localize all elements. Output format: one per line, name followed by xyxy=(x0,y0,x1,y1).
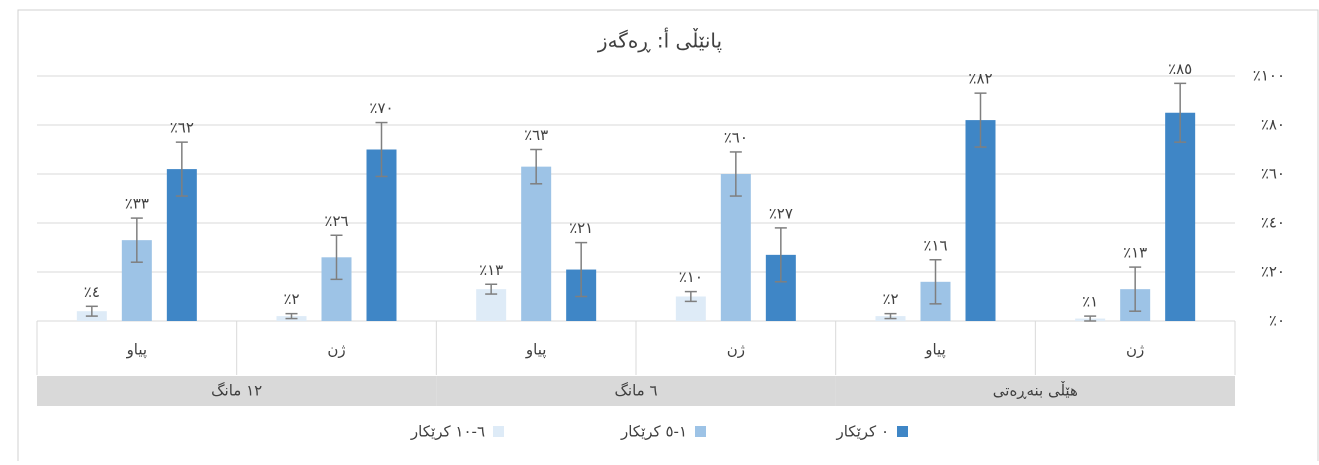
y-tick-label: ٪٨٠ xyxy=(1261,116,1285,134)
x-tick-label: پیاو xyxy=(126,341,148,360)
x-tick-label: ژن xyxy=(327,341,345,359)
group-band xyxy=(436,376,836,406)
y-tick-label: ٪١٠٠ xyxy=(1253,67,1285,85)
group-label: هێڵی بنەڕەتی xyxy=(993,381,1078,400)
x-tick-label: ژن xyxy=(1126,341,1144,359)
group-label: ٦ مانگ xyxy=(614,382,657,400)
legend-label: ٦-١٠ کرێکار xyxy=(410,423,485,441)
data-label: ٪١٣ xyxy=(479,261,503,279)
y-tick-label: ٪٦٠ xyxy=(1261,165,1285,183)
bar xyxy=(1165,112,1196,321)
group-label: ١٢ مانگ xyxy=(211,382,262,400)
x-tick-label: ژن xyxy=(727,341,745,359)
group-band xyxy=(835,376,1235,406)
data-label: ٪٤ xyxy=(84,283,100,301)
data-label: ٪٦٣ xyxy=(524,126,548,144)
data-label: ٪٦٢ xyxy=(170,119,194,137)
data-label: ٪١٠ xyxy=(679,268,703,286)
data-label: ٪٢٧ xyxy=(769,204,793,222)
bar xyxy=(521,166,552,321)
data-label: ٪١٦ xyxy=(923,236,947,254)
data-label: ٪٢ xyxy=(882,290,898,308)
group-band xyxy=(37,376,437,406)
y-tick-label: ٪٢٠ xyxy=(1261,263,1285,281)
data-label: ٪٦٠ xyxy=(724,128,748,146)
legend-label: ١-٥ کرێکار xyxy=(620,423,687,441)
bar xyxy=(366,149,397,321)
chart-title: پانێڵی أ: ڕەگەز xyxy=(597,28,722,54)
legend-swatch xyxy=(897,426,908,437)
x-tick-label: پیاو xyxy=(924,341,946,360)
legend-swatch xyxy=(493,426,504,437)
data-label: ٪٨٢ xyxy=(968,70,992,88)
data-label: ٪٢١ xyxy=(569,219,593,237)
legend-swatch xyxy=(695,426,706,437)
y-tick-label: ٪٤٠ xyxy=(1261,214,1285,232)
data-label: ٪٧٠ xyxy=(369,99,393,117)
data-label: ٪١ xyxy=(1082,293,1098,311)
y-tick-label: ٪٠ xyxy=(1269,312,1285,330)
data-label: ٪٢ xyxy=(283,290,299,308)
data-label: ٪٣٣ xyxy=(125,195,149,213)
x-tick-label: پیاو xyxy=(525,341,547,360)
data-label: ٪١٣ xyxy=(1123,244,1147,262)
data-label: ٪٨٥ xyxy=(1168,60,1192,78)
legend-label: ٠ کرێکار xyxy=(835,423,889,441)
bar xyxy=(965,120,996,321)
bar xyxy=(720,174,751,321)
data-label: ٪٢٦ xyxy=(324,212,348,230)
